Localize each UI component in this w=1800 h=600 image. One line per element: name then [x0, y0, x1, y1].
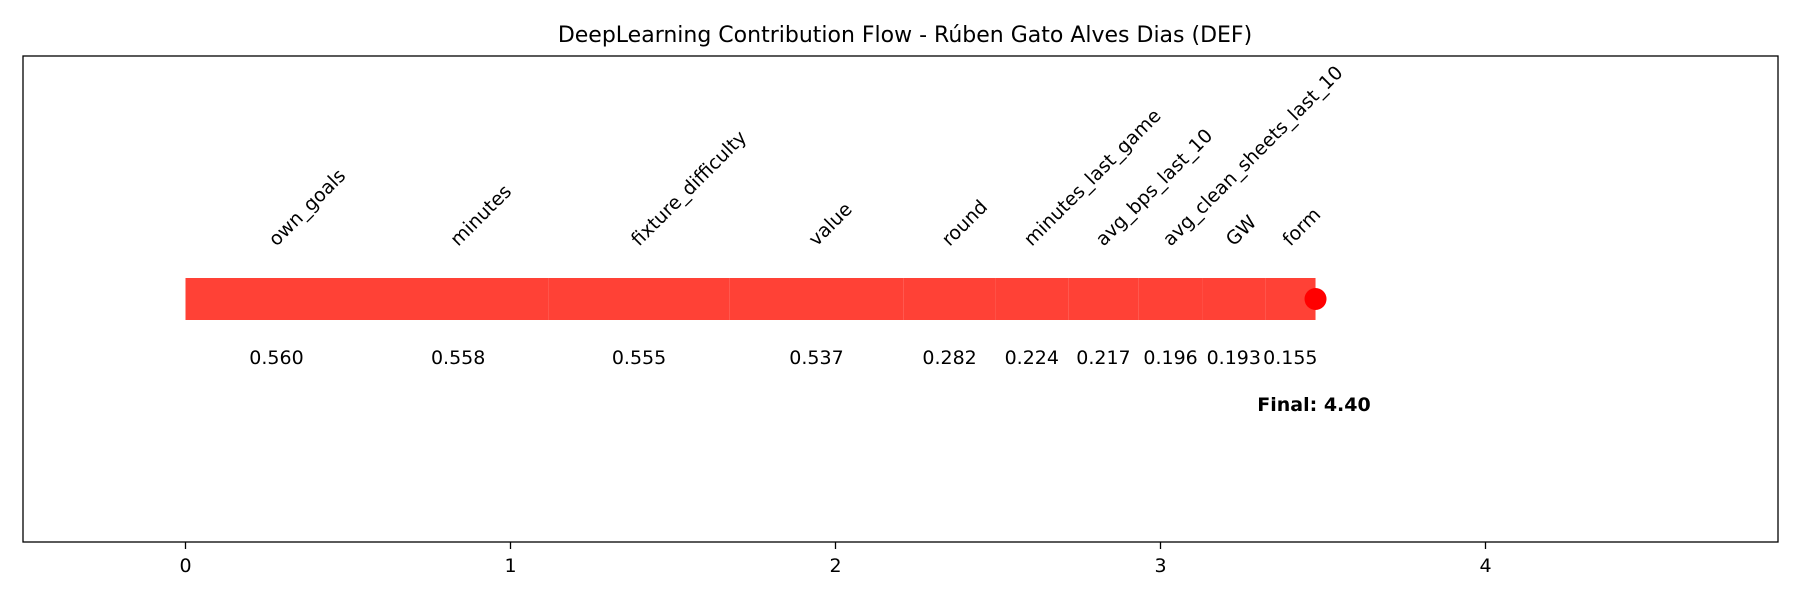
x-tick-label: 3 [1154, 555, 1166, 577]
contribution-segment-3 [729, 278, 904, 320]
x-tick-label: 2 [829, 555, 841, 577]
contribution-value-label: 0.193 [1207, 347, 1261, 369]
feature-label: fixture_difficulty [627, 126, 751, 250]
feature-label: form [1278, 204, 1325, 251]
contribution-value-label: 0.537 [789, 347, 843, 369]
feature-label: value [804, 198, 856, 250]
final-score-label: Final: 4.40 [1257, 394, 1370, 416]
contribution-segment-0 [185, 278, 368, 320]
feature-label: minutes_last_game [1020, 105, 1166, 251]
contribution-value-label: 0.155 [1263, 347, 1317, 369]
contribution-value-label: 0.282 [922, 347, 976, 369]
contribution-segment-8 [1202, 278, 1266, 320]
contribution-segment-4 [903, 278, 996, 320]
plot-area-frame [22, 55, 1779, 543]
contribution-value-label: 0.196 [1143, 347, 1197, 369]
contribution-bar-group [185, 278, 1327, 320]
feature-label: minutes [446, 181, 516, 251]
x-tick-label: 1 [504, 555, 516, 577]
contribution-segment-1 [367, 278, 549, 320]
contribution-segment-6 [1068, 278, 1139, 320]
x-axis: 0 1 2 3 4 [179, 542, 1492, 577]
x-tick-label: 0 [179, 555, 191, 577]
contribution-segment-5 [995, 278, 1069, 320]
contribution-value-label: 0.555 [612, 347, 666, 369]
feature-label: GW [1222, 211, 1261, 250]
chart-title: DeepLearning Contribution Flow - Rúben G… [558, 23, 1252, 48]
contribution-value-label: 0.224 [1005, 347, 1059, 369]
final-point-marker [1304, 288, 1327, 310]
x-tick-label: 4 [1479, 555, 1491, 577]
contribution-value-label: 0.217 [1076, 347, 1130, 369]
contribution-value-label: 0.560 [249, 347, 303, 369]
value-label-group: 0.560 0.558 0.555 0.537 0.282 0.224 0.217 0.196… [249, 347, 1317, 369]
contribution-value-label: 0.558 [431, 347, 485, 369]
contribution-segment-2 [548, 278, 730, 320]
contribution-segment-7 [1138, 278, 1203, 320]
feature-label: own_goals [264, 165, 350, 251]
feature-label: round [938, 196, 993, 251]
